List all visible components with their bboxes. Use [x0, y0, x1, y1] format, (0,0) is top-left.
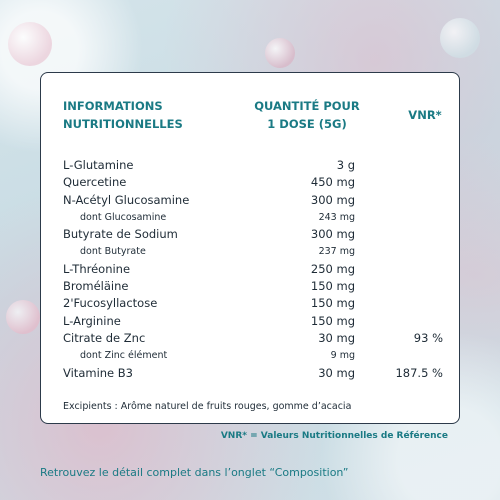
row-name: Butyrate de Sodium — [63, 227, 178, 242]
row-qty: 250 mg — [310, 261, 355, 276]
table-row: L-Glutamine 3 g — [63, 157, 453, 174]
row-qty: 450 mg — [310, 175, 355, 190]
row-name: 2'Fucosyllactose — [63, 296, 158, 311]
row-name: dont Zinc élément — [80, 350, 168, 362]
header-label: QUANTITÉ POUR — [254, 99, 360, 113]
row-name: Quercetine — [63, 175, 127, 190]
row-qty: 30 mg — [318, 365, 355, 380]
row-qty: 300 mg — [310, 227, 355, 242]
header-quantity: QUANTITÉ POUR 1 DOSE (5G) — [247, 97, 367, 133]
header-label: 1 DOSE (5G) — [267, 117, 347, 131]
row-vnr: 93 % — [413, 330, 443, 345]
excipients-text: Excipients : Arôme naturel de fruits rou… — [63, 401, 352, 412]
decorative-bubble — [265, 38, 295, 68]
row-name: N-Acétyl Glucosamine — [63, 192, 190, 207]
row-name: Vitamine B3 — [63, 365, 133, 380]
table-row: N-Acétyl Glucosamine 300 mg — [63, 192, 453, 209]
header-label: INFORMATIONS — [63, 99, 163, 113]
header-nutrition-info: INFORMATIONS NUTRITIONNELLES — [63, 97, 233, 133]
nutrition-rows: L-Glutamine 3 g Quercetine 450 mg N-Acétyl… — [63, 157, 453, 382]
row-qty: 150 mg — [310, 313, 355, 328]
row-name: Broméläine — [63, 279, 129, 294]
row-name: L-Thréonine — [63, 261, 131, 276]
header-label: NUTRITIONNELLES — [63, 117, 183, 131]
table-row: Broméläine 150 mg — [63, 278, 453, 295]
table-row: L-Thréonine 250 mg — [63, 261, 453, 278]
row-name: L-Glutamine — [63, 158, 134, 172]
table-row: Butyrate de Sodium 300 mg — [63, 226, 453, 243]
header-vnr: VNR* — [408, 108, 442, 122]
row-qty: 237 mg — [318, 246, 355, 258]
row-qty: 3 g — [336, 158, 355, 172]
row-name: dont Glucosamine — [80, 211, 167, 223]
row-qty: 30 mg — [318, 330, 355, 345]
row-vnr: 187.5 % — [395, 365, 443, 380]
table-row: 2'Fucosyllactose 150 mg — [63, 295, 453, 312]
row-qty: 150 mg — [310, 296, 355, 311]
nutrition-table-card: INFORMATIONS NUTRITIONNELLES QUANTITÉ PO… — [40, 72, 460, 424]
table-row: Vitamine B3 30 mg 187.5 % — [63, 365, 453, 382]
table-row: dont Butyrate 237 mg — [63, 243, 453, 260]
row-qty: 300 mg — [310, 192, 355, 207]
vnr-footnote: VNR* = Valeurs Nutritionnelles de Référe… — [220, 431, 448, 441]
decorative-bubble — [440, 18, 480, 58]
table-row: L-Arginine 150 mg — [63, 313, 453, 330]
decorative-bubble — [6, 300, 40, 334]
row-name: Citrate de Znc — [63, 330, 146, 345]
table-row: Citrate de Znc 30 mg 93 % — [63, 330, 453, 347]
table-row: dont Zinc élément 9 mg — [63, 347, 453, 364]
row-qty: 243 mg — [318, 211, 355, 223]
row-name: dont Butyrate — [80, 246, 146, 258]
row-qty: 9 mg — [330, 350, 355, 362]
composition-hint: Retrouvez le détail complet dans l’ongle… — [40, 466, 349, 479]
table-row: Quercetine 450 mg — [63, 174, 453, 191]
row-name: L-Arginine — [63, 313, 121, 328]
row-qty: 150 mg — [310, 279, 355, 294]
decorative-bubble — [8, 22, 52, 66]
table-row: dont Glucosamine 243 mg — [63, 209, 453, 226]
